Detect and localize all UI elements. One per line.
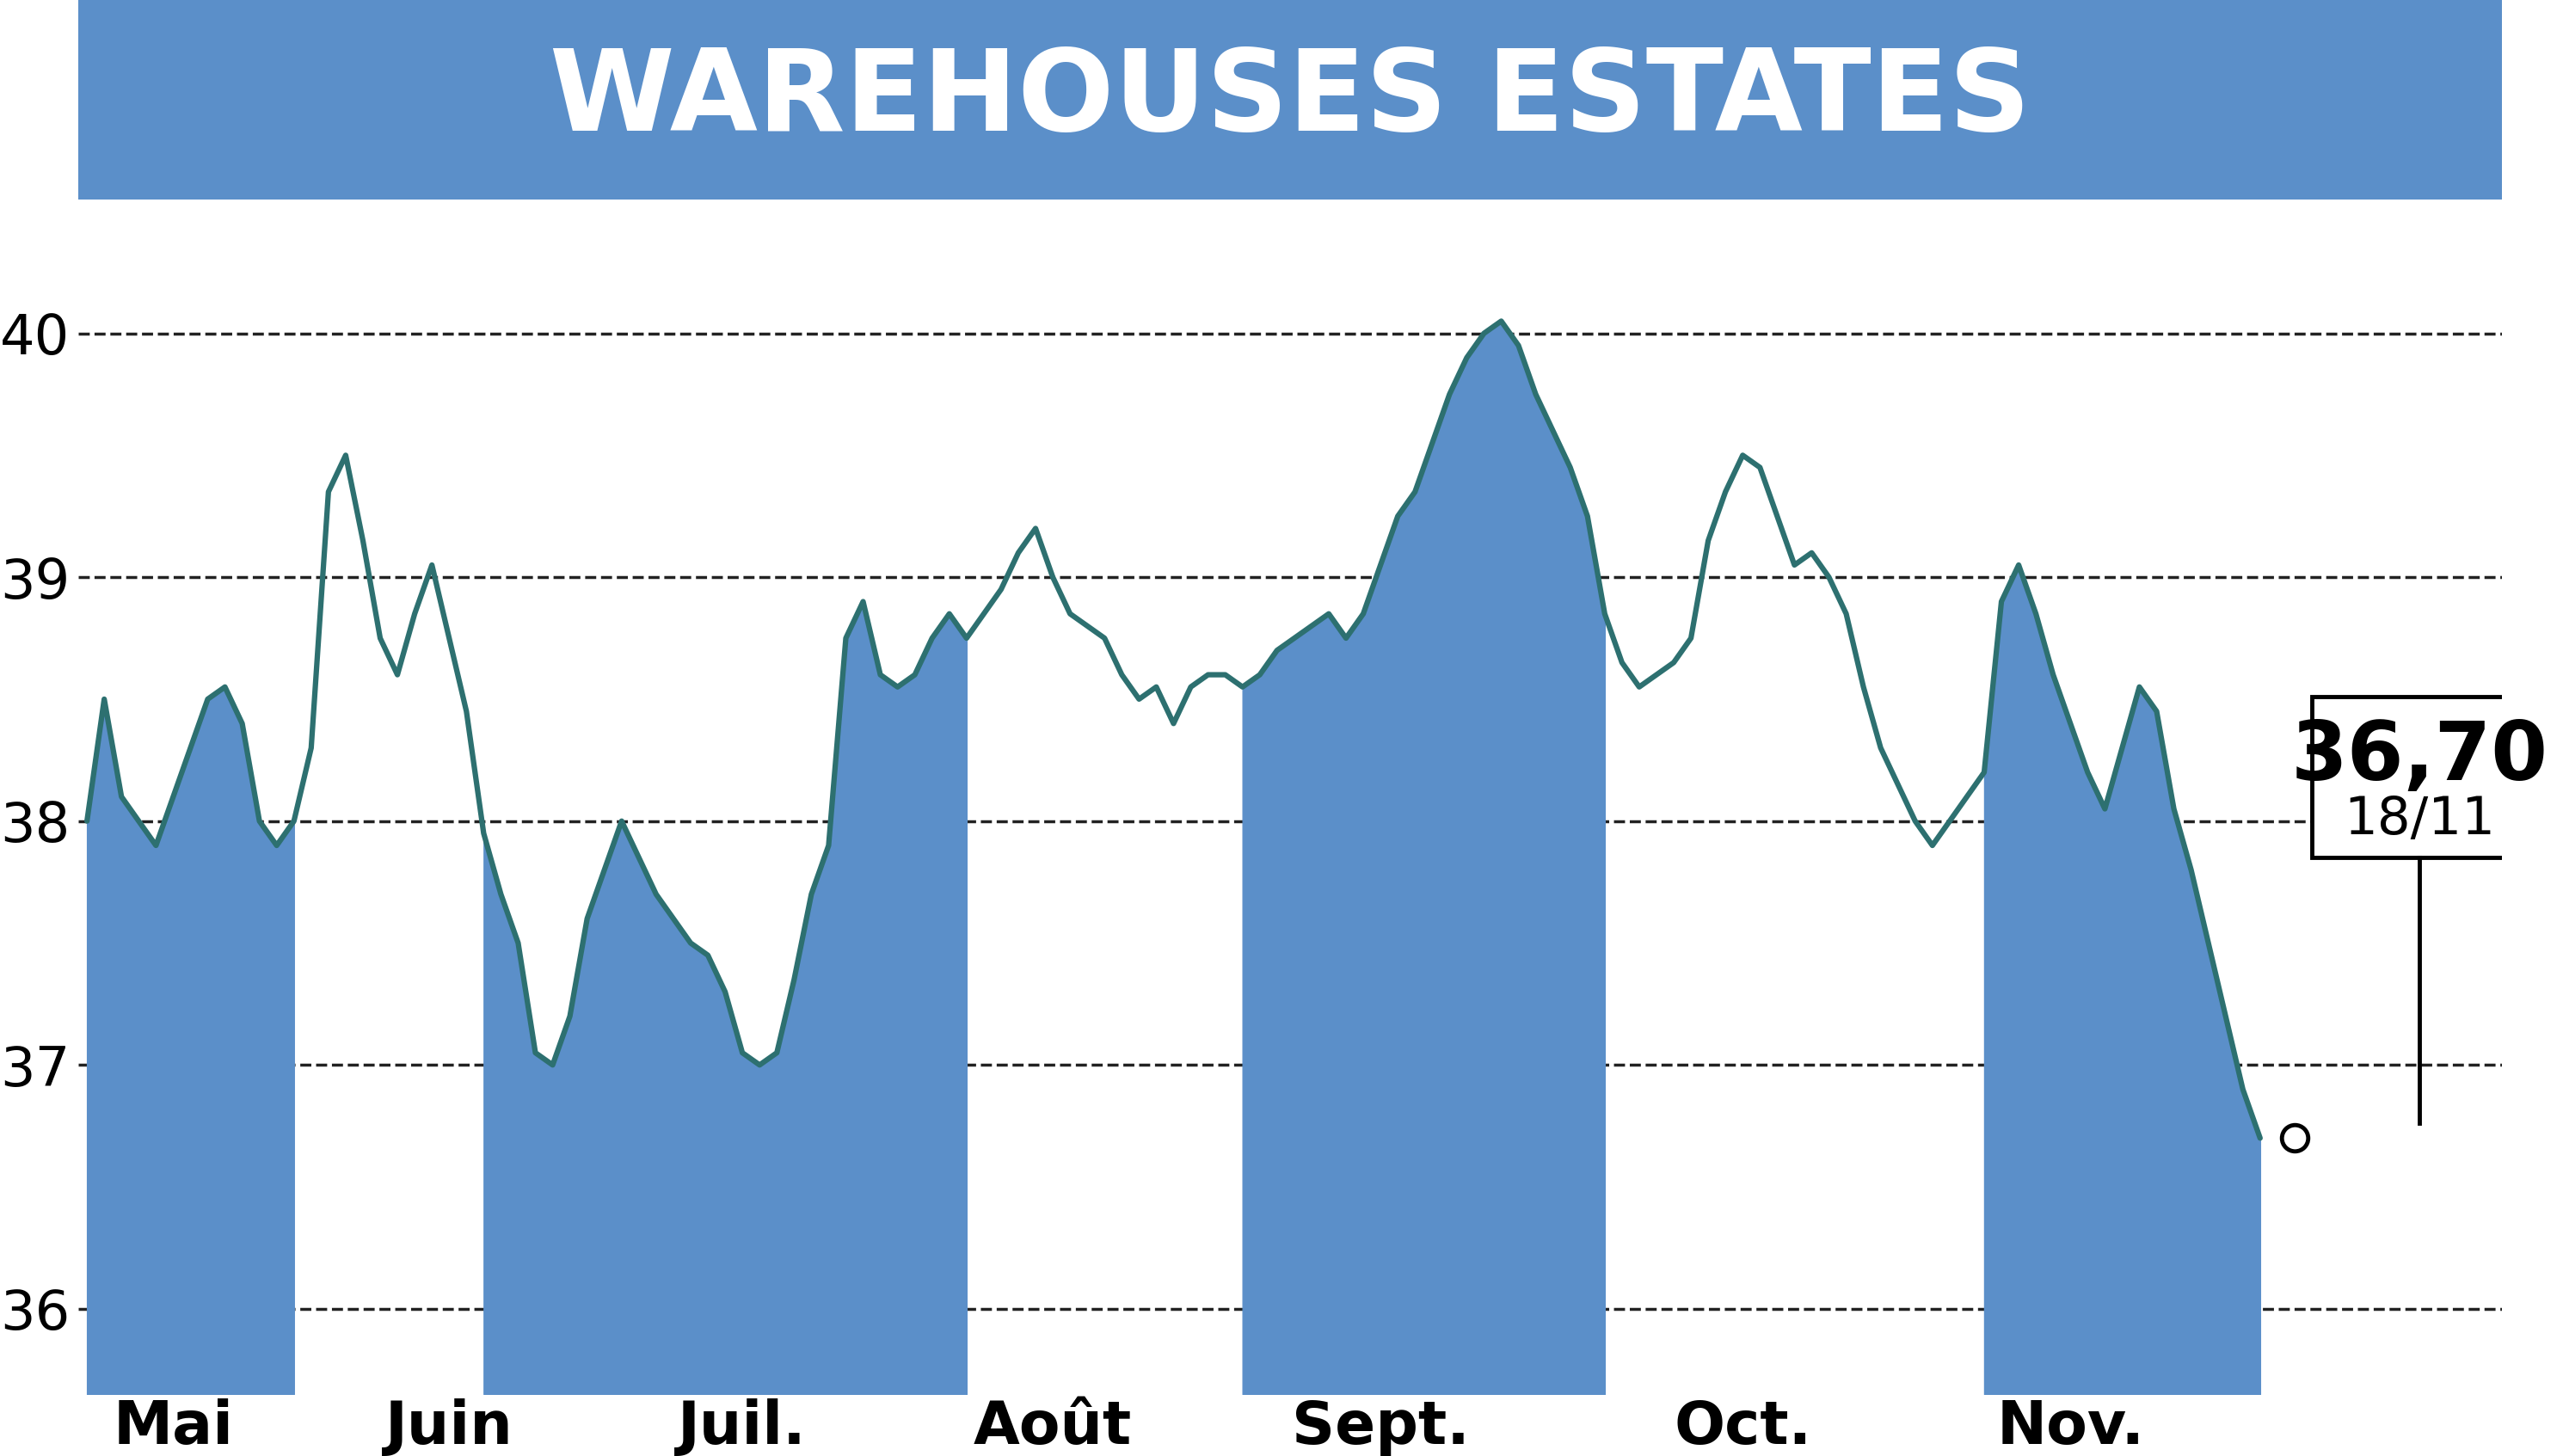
Text: 18/11: 18/11 — [2345, 795, 2496, 846]
Bar — [2312, 696, 2527, 858]
Text: 36,70: 36,70 — [2291, 718, 2548, 798]
Text: WAREHOUSES ESTATES: WAREHOUSES ESTATES — [548, 45, 2030, 154]
